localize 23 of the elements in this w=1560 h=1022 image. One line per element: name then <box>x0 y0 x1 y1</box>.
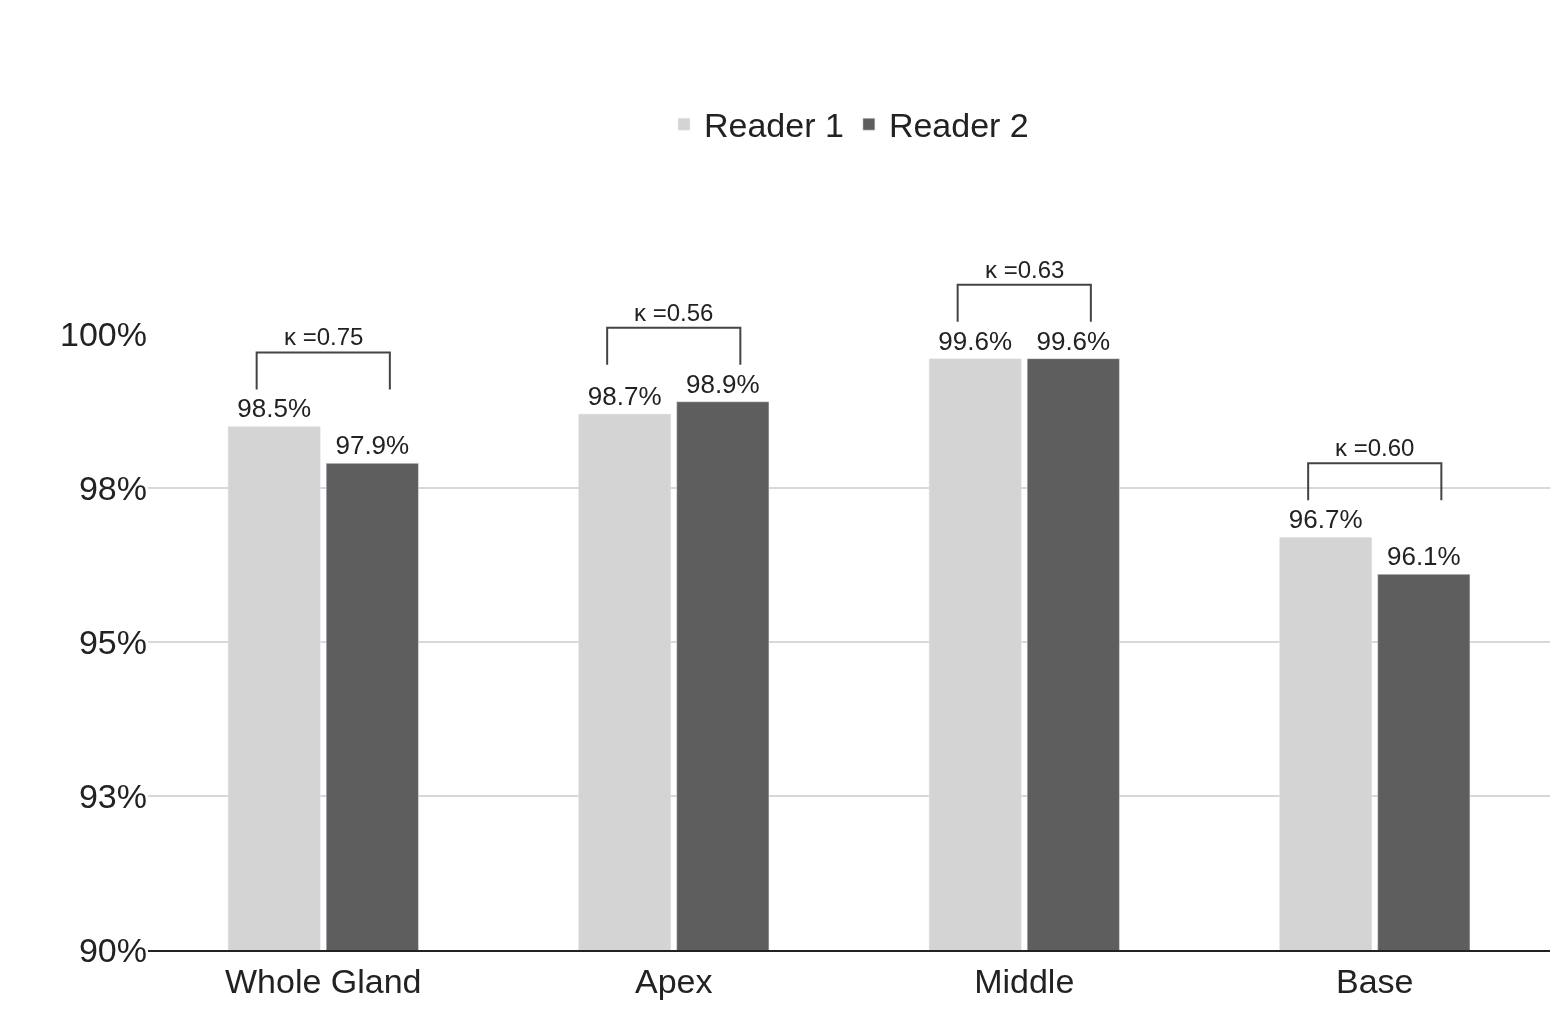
legend-label: Reader 1 <box>704 106 844 145</box>
y-tick-label: 90% <box>78 930 147 969</box>
x-tick-label: Apex <box>635 961 713 1000</box>
data-label: 96.7% <box>1288 504 1363 535</box>
y-tick-label: 100% <box>60 314 147 353</box>
x-tick-label: Middle <box>974 961 1075 1000</box>
x-tick-label: Base <box>1336 961 1414 1000</box>
data-label: 96.1% <box>1386 541 1461 572</box>
y-tick-label: 98% <box>78 468 147 507</box>
y-tick-label: 95% <box>78 622 147 661</box>
annotation: κ =0.60 <box>1335 434 1415 461</box>
text: κ =0.63 <box>985 256 1065 283</box>
x-tick-label: Whole Gland <box>224 961 422 1000</box>
text: κ =0.56 <box>634 299 714 326</box>
data-label: 99.6% <box>1036 325 1111 356</box>
data-label: 98.9% <box>685 368 760 399</box>
annotation: κ =0.75 <box>284 323 364 350</box>
data-label: 98.5% <box>237 393 312 424</box>
data-label: 98.7% <box>587 381 662 412</box>
y-tick-label: 93% <box>78 776 147 815</box>
data-label: 97.9% <box>335 430 410 461</box>
data-label: 99.6% <box>938 325 1013 356</box>
legend-label: Reader 2 <box>888 106 1029 145</box>
